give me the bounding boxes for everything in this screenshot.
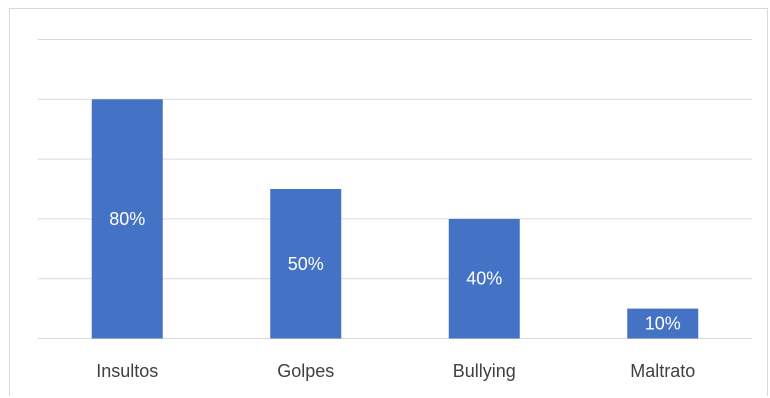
category-label-bullying: Bullying	[453, 361, 516, 381]
category-label-maltrato: Maltrato	[630, 361, 695, 381]
bar-insultos	[91, 99, 163, 339]
bar-labels: 80% 50% 40% 10%	[109, 209, 681, 334]
bar-bullying	[448, 218, 520, 339]
data-label-golpes: 50%	[288, 254, 324, 274]
category-label-insultos: Insultos	[96, 361, 158, 381]
category-labels: Insultos Golpes Bullying Maltrato	[96, 361, 695, 381]
data-label-bullying: 40%	[466, 269, 502, 289]
chart-frame	[9, 8, 768, 396]
data-label-maltrato: 10%	[645, 314, 681, 334]
bar-golpes	[270, 189, 342, 339]
bar-maltrato	[627, 308, 699, 339]
bars	[91, 99, 699, 339]
category-label-golpes: Golpes	[277, 361, 334, 381]
data-label-insultos: 80%	[109, 209, 145, 229]
